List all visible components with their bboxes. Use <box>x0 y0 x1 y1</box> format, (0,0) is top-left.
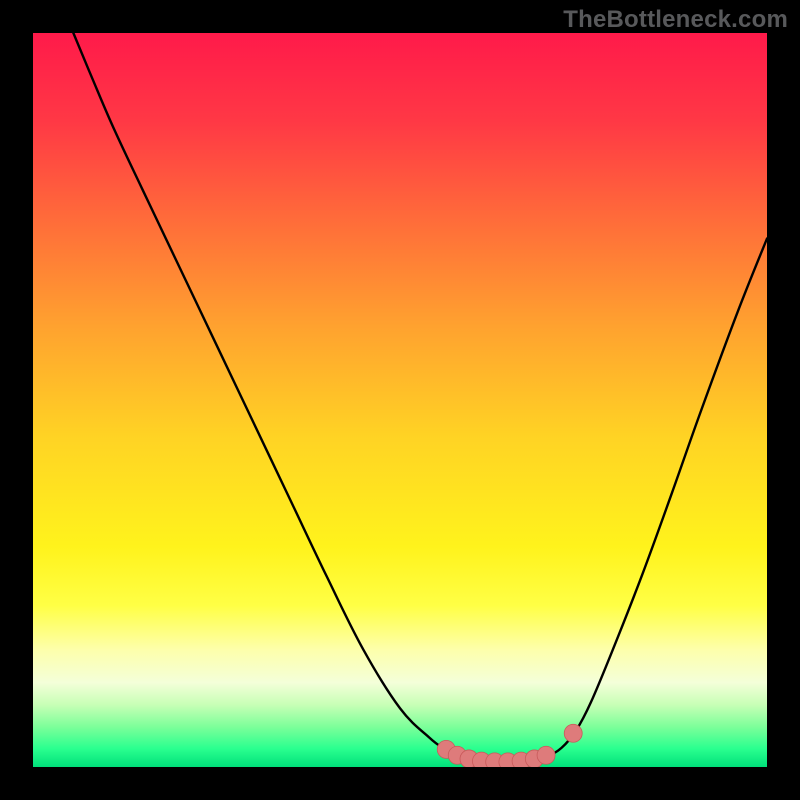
chart-svg <box>0 0 800 800</box>
bead-marker <box>564 724 582 742</box>
border-right <box>767 0 800 800</box>
bead-marker <box>537 746 555 764</box>
plot-gradient <box>33 33 767 767</box>
chart-stage: TheBottleneck.com <box>0 0 800 800</box>
watermark-text: TheBottleneck.com <box>563 6 788 34</box>
border-bottom <box>0 767 800 800</box>
border-left <box>0 0 33 800</box>
